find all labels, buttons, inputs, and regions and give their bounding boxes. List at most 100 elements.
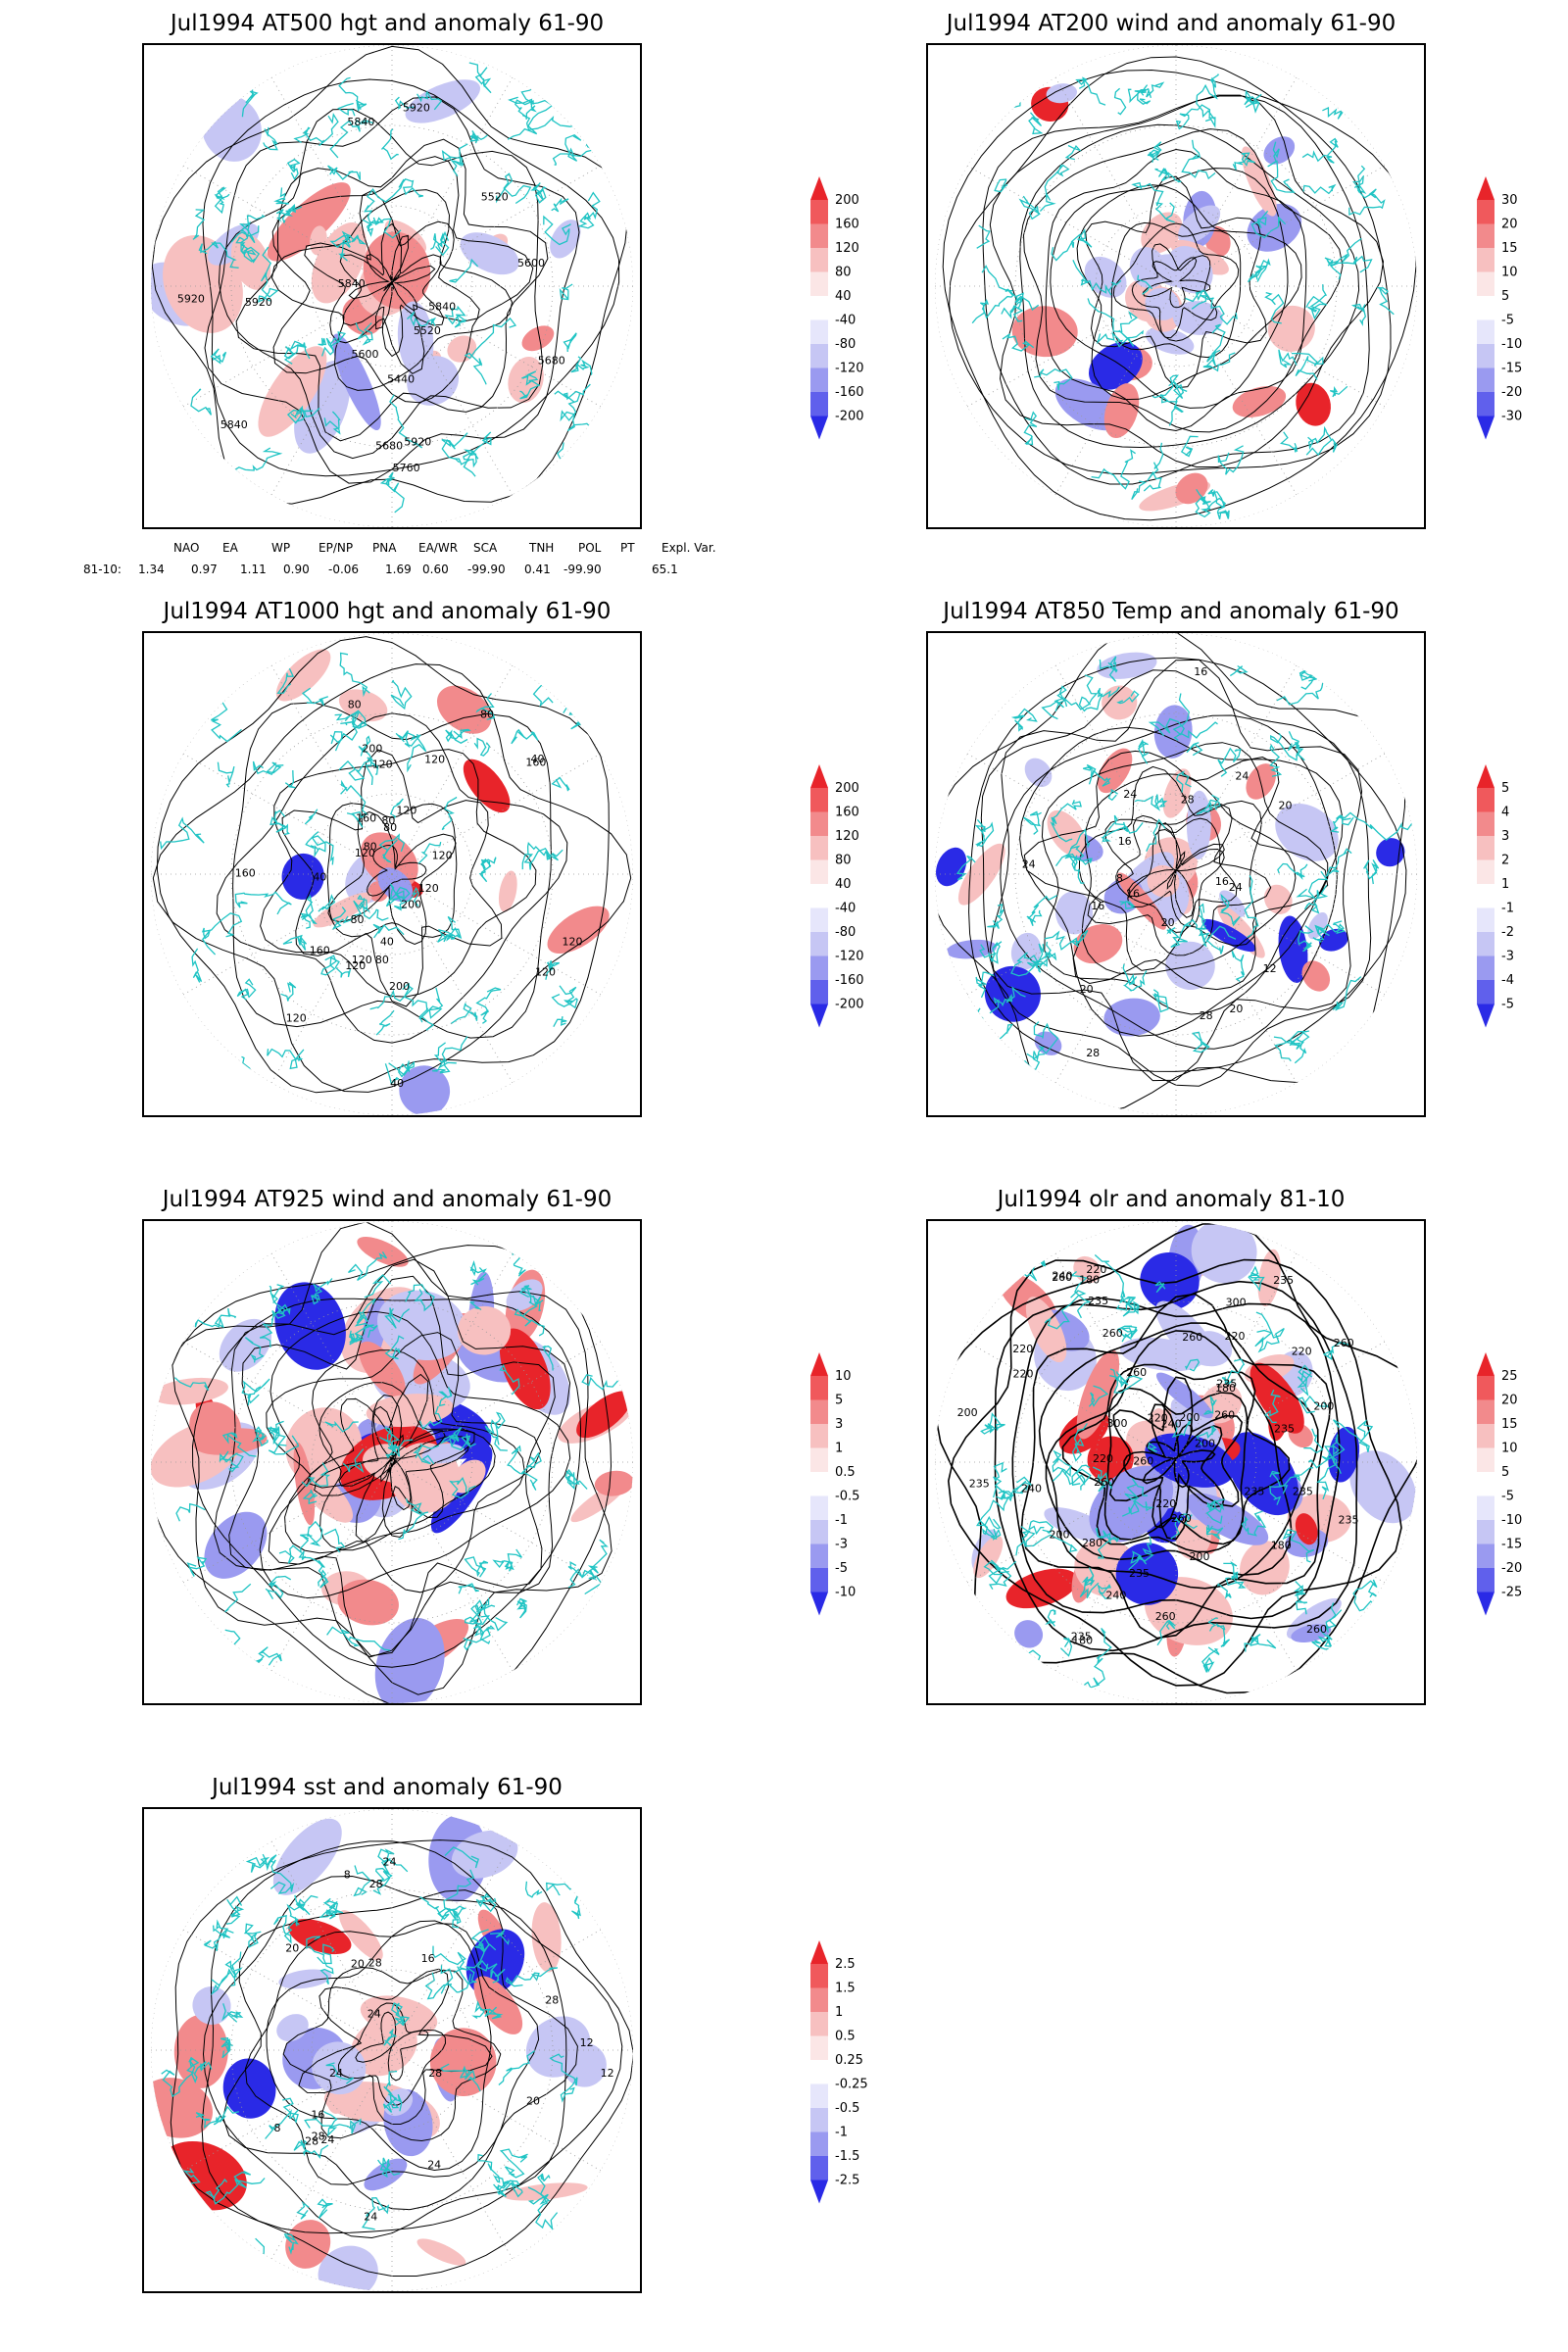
coastline — [1244, 1634, 1277, 1652]
coastline — [286, 158, 301, 181]
colorbar-segment — [810, 956, 828, 980]
coastline — [354, 1298, 378, 1338]
anomaly-area — [276, 2014, 309, 2042]
coastline — [268, 1434, 300, 1455]
coastline — [463, 431, 492, 477]
anomaly-area — [1263, 884, 1293, 914]
coastline — [160, 816, 205, 851]
coastline — [1305, 284, 1328, 320]
coastline — [514, 1296, 545, 1337]
chart-title: Jul1994 AT1000 hgt and anomaly 61-90 — [163, 599, 612, 624]
coastline — [1066, 845, 1085, 884]
colorbar-segment — [810, 932, 828, 956]
coastline — [1182, 918, 1210, 948]
anomaly-area — [550, 220, 581, 259]
contour-line — [968, 657, 1407, 1072]
coastline — [989, 986, 1026, 1014]
contour-line — [1019, 726, 1344, 1037]
coastline — [189, 443, 203, 465]
anomaly-area — [521, 325, 555, 352]
coastline — [301, 687, 329, 707]
colorbar-tick-label: -1 — [1501, 902, 1514, 916]
colorbar-tick-label: 25 — [1501, 1369, 1518, 1384]
anomaly-area — [1046, 83, 1078, 104]
coastline — [1202, 350, 1236, 372]
coastline — [545, 1858, 581, 1896]
coastline — [441, 143, 468, 176]
anomaly-area — [1175, 472, 1208, 505]
coastline — [564, 133, 582, 162]
colorbar-tick-label: -10 — [835, 1586, 856, 1600]
coastline — [348, 1251, 388, 1281]
contour-line — [935, 1222, 1417, 1694]
contour-line — [949, 56, 1392, 475]
colorbar-tick-label: 120 — [835, 241, 859, 256]
coastline — [1028, 1520, 1054, 1536]
contour-label: 235 — [1129, 1567, 1150, 1580]
contour-label: 180 — [1079, 1274, 1100, 1287]
contour-line — [1087, 803, 1272, 956]
colorbar-tick-label: 10 — [1501, 1442, 1518, 1456]
coastline — [1231, 950, 1246, 983]
coastline — [458, 1583, 479, 1594]
coastline — [1352, 1579, 1382, 1612]
contour-label: 200 — [362, 743, 382, 756]
colorbar-top-arrow — [810, 764, 828, 788]
coastline — [1064, 144, 1082, 161]
coastline — [570, 356, 593, 375]
contour-line — [327, 810, 457, 946]
anomaly-area — [1147, 864, 1180, 898]
coastline — [1247, 258, 1271, 283]
coastline — [1323, 70, 1355, 93]
coastline — [1363, 859, 1380, 885]
coastline — [514, 80, 538, 120]
coastline — [1305, 425, 1333, 457]
coastline — [405, 1284, 435, 1312]
coastline — [1292, 352, 1324, 380]
contour-line — [1038, 1322, 1319, 1590]
coastline — [381, 128, 399, 161]
anomaly-area — [1267, 305, 1315, 352]
coastline — [1325, 1602, 1343, 1633]
index-value: -0.06 — [328, 563, 360, 576]
colorbar-segment — [810, 1544, 828, 1568]
anomaly-area — [1014, 1620, 1044, 1648]
colorbar-segment — [1477, 271, 1494, 296]
contour-label: 5680 — [538, 355, 565, 368]
contour-label: 40 — [390, 1077, 404, 1090]
coastline — [424, 1972, 471, 2000]
colorbar-tick-label: 5 — [1501, 289, 1509, 304]
coastline — [981, 265, 1024, 319]
coastline — [213, 1629, 241, 1666]
coastline — [1303, 884, 1329, 914]
coastline — [1079, 1655, 1105, 1698]
coastline — [342, 1448, 365, 1474]
colorbar-segment — [1477, 223, 1494, 248]
contour-line — [337, 2002, 447, 2106]
coastline — [440, 2063, 481, 2092]
coastline — [192, 209, 206, 240]
contour-label: 120 — [345, 959, 366, 972]
coastline — [545, 960, 561, 980]
coastline — [205, 2178, 239, 2205]
coastline — [473, 737, 491, 757]
contour-line — [989, 94, 1385, 467]
coastline — [327, 165, 362, 180]
coastline — [564, 1468, 588, 1491]
coastline — [270, 1292, 291, 1316]
coastline — [265, 2097, 300, 2139]
colorbar-segment — [810, 2156, 828, 2180]
coastline — [1059, 1638, 1073, 1657]
contour-label: 8 — [344, 1869, 351, 1882]
coastline — [1071, 1423, 1088, 1462]
coastline — [452, 1434, 476, 1451]
contour-line — [1142, 1423, 1216, 1489]
colorbar-tick-label: 160 — [835, 806, 859, 820]
contour-line — [1142, 257, 1211, 309]
coastline — [1096, 329, 1144, 348]
coastline — [258, 246, 279, 303]
contour-label: 5600 — [517, 257, 545, 270]
colorbar-top-arrow — [810, 1940, 828, 1964]
colorbar: 2.5 1.5 1 0.5 0.25 -0.25 -0.5 -1 -1.5 -2.5 — [810, 1940, 899, 2215]
coastline — [1205, 1498, 1226, 1525]
